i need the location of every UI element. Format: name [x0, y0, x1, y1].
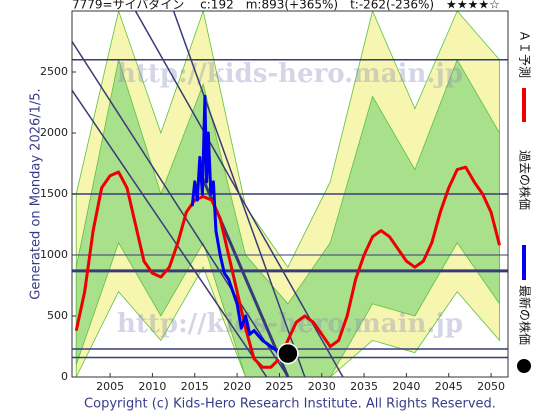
- trend-line: [72, 41, 289, 377]
- footer: Copyright (c) Kids-Hero Research Institu…: [84, 397, 496, 412]
- band: [75, 58, 500, 377]
- x-tick-label: 2025: [265, 380, 293, 393]
- x-tick-label: 2050: [477, 380, 505, 393]
- legend-label: ＡＩ予測: [518, 30, 532, 78]
- x-tick-label: 2020: [223, 380, 251, 393]
- trend-line: [172, 11, 306, 377]
- latest-point: [277, 342, 299, 365]
- y-tick-label: 500: [47, 309, 68, 322]
- legend-label: 最新の株価: [518, 285, 533, 345]
- y-tick-label: 2000: [40, 126, 68, 139]
- y-tick-label: 1500: [40, 187, 68, 200]
- watermark: http://kids-hero.main.jp: [117, 59, 463, 89]
- y-tick-label: 1000: [40, 248, 68, 261]
- x-tick-label: 2045: [435, 380, 463, 393]
- x-tick-label: 2010: [138, 380, 166, 393]
- series-line: [190, 94, 287, 356]
- plot-area: http://kids-hero.main.jphttp://kids-hero…: [72, 11, 508, 377]
- legend-label: 過去の株価: [518, 150, 533, 210]
- x-tick-label: 2015: [181, 380, 209, 393]
- y-tick-label: 0: [61, 370, 68, 383]
- legend-swatch: [517, 359, 531, 373]
- chart-title: 7779=サイバダイン c:192 m:893(+365%) t:-262(-2…: [72, 0, 500, 12]
- x-tick-label: 2030: [308, 380, 336, 393]
- trend-line: [72, 89, 268, 377]
- x-tick-label: 2040: [392, 380, 420, 393]
- x-tick-label: 2035: [350, 380, 378, 393]
- y-tick-label: 2500: [40, 65, 68, 78]
- x-tick-label: 2005: [96, 380, 124, 393]
- subtitle: Generated on Monday 2026/1/5.: [29, 88, 44, 299]
- series-line: [74, 165, 501, 369]
